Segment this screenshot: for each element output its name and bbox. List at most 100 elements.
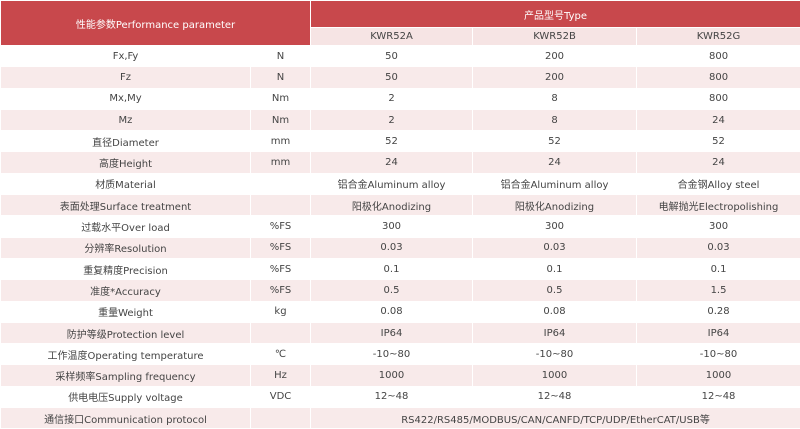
row-value: 0.03: [635, 236, 800, 259]
row-label: 分辨率Resolution: [0, 236, 251, 259]
row-value: 0.03: [310, 236, 473, 259]
row-value: 800: [635, 66, 800, 89]
table-row: 过载水平Over load %FS 300 300 300: [0, 215, 800, 238]
table-row: 工作温度Operating temperature ℃ -10~80 -10~80 -1…: [0, 343, 800, 366]
table-row: Mz Nm 2 8 24: [0, 108, 800, 132]
row-label: 准度*Accuracy: [0, 279, 251, 302]
row-value: 0.08: [310, 300, 473, 323]
row-value: 0.1: [635, 257, 800, 281]
row-unit: Nm: [250, 108, 311, 132]
row-value: 阳极化Anodizing: [310, 194, 473, 217]
row-value: 200: [472, 44, 637, 68]
row-value: 300: [472, 215, 637, 238]
row-label: 重量Weight: [0, 300, 251, 323]
row-label: 直径Diameter: [0, 130, 251, 153]
row-value: 24: [310, 151, 473, 174]
table-row: 表面处理Surface treatment 阳极化Anodizing 阳极化Anod…: [0, 194, 800, 217]
row-label: 高度Height: [0, 151, 251, 174]
row-label: Mx,My: [0, 87, 251, 110]
row-value: 52: [635, 130, 800, 153]
row-value: -10~80: [635, 343, 800, 366]
row-value: 1000: [472, 364, 637, 387]
table-row: 重量Weight kg 0.08 0.08 0.28: [0, 300, 800, 323]
row-unit: VDC: [250, 385, 311, 409]
row-value: 24: [472, 151, 637, 174]
row-value: IP64: [310, 321, 473, 345]
table-row: 分辨率Resolution %FS 0.03 0.03 0.03: [0, 236, 800, 259]
table-row: 采样频率Sampling frequency Hz 1000 1000 1000: [0, 364, 800, 387]
row-value: 24: [635, 108, 800, 132]
row-unit: Hz: [250, 364, 311, 387]
row-value: 1000: [635, 364, 800, 387]
table-row: 准度*Accuracy %FS 0.5 0.5 1.5: [0, 279, 800, 302]
row-value: 0.5: [472, 279, 637, 302]
row-value: 阳极化Anodizing: [472, 194, 637, 217]
row-value: 合金钢Alloy steel: [635, 172, 800, 196]
row-unit: N: [250, 66, 311, 89]
row-value: 52: [472, 130, 637, 153]
row-unit: mm: [250, 151, 311, 174]
row-label: 采样频率Sampling frequency: [0, 364, 251, 387]
row-label: 材质Material: [0, 172, 251, 196]
row-value: 1.5: [635, 279, 800, 302]
row-unit: %FS: [250, 236, 311, 259]
row-value: 12~48: [635, 385, 800, 409]
row-unit: %FS: [250, 257, 311, 281]
row-value: -10~80: [472, 343, 637, 366]
row-value: 1000: [310, 364, 473, 387]
row-value: 铝合金Aluminum alloy: [472, 172, 637, 196]
row-value: 300: [310, 215, 473, 238]
row-value: 52: [310, 130, 473, 153]
type-header: 产品型号Type: [309, 0, 800, 28]
table-row: Fz N 50 200 800: [0, 66, 800, 89]
row-unit: [250, 321, 311, 345]
row-label: 表面处理Surface treatment: [0, 194, 251, 217]
row-label: 防护等级Protection level: [0, 321, 251, 345]
row-unit: ℃: [250, 343, 311, 366]
model-header: KWR52A: [310, 27, 473, 46]
row-unit: [250, 172, 311, 196]
row-unit: N: [250, 44, 311, 68]
row-value: 800: [635, 44, 800, 68]
row-label: 工作温度Operating temperature: [0, 343, 251, 366]
table-row: 重复精度Precision %FS 0.1 0.1 0.1: [0, 257, 800, 281]
row-value: 800: [635, 87, 800, 110]
row-label: Fx,Fy: [0, 44, 251, 68]
row-value: IP64: [635, 321, 800, 345]
row-value: 8: [472, 108, 637, 132]
row-unit: %FS: [250, 279, 311, 302]
row-value: 电解抛光Electropolishing: [635, 194, 800, 217]
row-label: 通信接口Communication protocol: [0, 407, 251, 429]
row-value: 0.08: [472, 300, 637, 323]
row-value: RS422/RS485/MODBUS/CAN/CANFD/TCP/UDP/Eth…: [309, 407, 800, 429]
row-value: 2: [310, 87, 473, 110]
table-row: 材质Material 铝合金Aluminum alloy 铝合金Aluminum a…: [0, 172, 800, 196]
row-value: 24: [635, 151, 800, 174]
row-label: 重复精度Precision: [0, 257, 251, 281]
row-value: 12~48: [310, 385, 473, 409]
row-value: 12~48: [472, 385, 637, 409]
table-row: 直径Diameter mm 52 52 52: [0, 130, 800, 153]
row-unit: [250, 194, 311, 217]
row-unit: kg: [250, 300, 311, 323]
row-value: 0.1: [310, 257, 473, 281]
param-header: 性能参数Performance parameter: [0, 0, 311, 46]
row-value: 0.03: [472, 236, 637, 259]
row-value: 0.28: [635, 300, 800, 323]
row-label: Mz: [0, 108, 251, 132]
row-value: 300: [635, 215, 800, 238]
model-header: KWR52B: [472, 27, 637, 46]
row-value: 200: [472, 66, 637, 89]
table-row: Mx,My Nm 2 8 800: [0, 87, 800, 110]
table-row: 供电电压Supply voltage VDC 12~48 12~48 12~48: [0, 385, 800, 409]
row-value: 0.5: [310, 279, 473, 302]
row-value: -10~80: [310, 343, 473, 366]
row-label: 供电电压Supply voltage: [0, 385, 251, 409]
row-value: 50: [310, 44, 473, 68]
table-row: 通信接口Communication protocol RS422/RS485/MO…: [0, 407, 800, 429]
row-value: 8: [472, 87, 637, 110]
row-value: 50: [310, 66, 473, 89]
table-row: 高度Height mm 24 24 24: [0, 151, 800, 174]
